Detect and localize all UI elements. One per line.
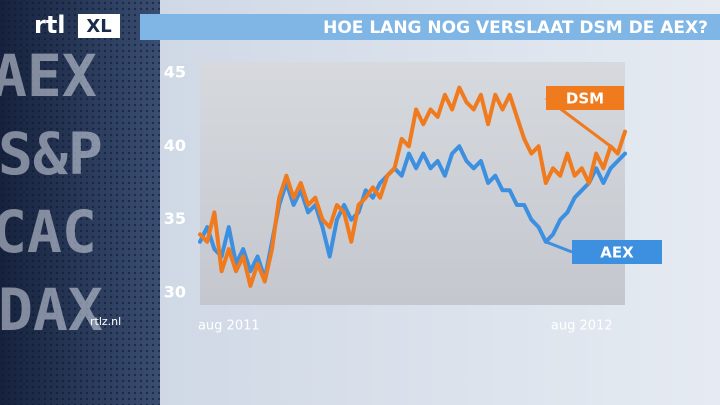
backdrop-ticker: DAX bbox=[0, 276, 103, 344]
logo-text: rtl bbox=[34, 11, 66, 39]
legend-leader bbox=[545, 240, 573, 254]
title-bar bbox=[140, 14, 720, 40]
legend-box bbox=[546, 86, 624, 110]
logo-badge-box bbox=[78, 14, 120, 38]
logo: rtl XL bbox=[34, 11, 120, 39]
watermark: rtlz.nl bbox=[90, 315, 121, 328]
backdrop-ticker: AEX bbox=[0, 42, 97, 110]
led-dots bbox=[0, 0, 160, 405]
x-tick-label: aug 2011 bbox=[198, 319, 260, 334]
y-tick-label: 45 bbox=[164, 62, 186, 81]
x-tick-label: aug 2012 bbox=[551, 319, 613, 334]
series-line bbox=[198, 85, 627, 288]
backdrop-ticker: CAC bbox=[0, 198, 97, 266]
logo-badge: XL bbox=[86, 16, 111, 37]
legend-label: DSM bbox=[566, 90, 604, 108]
y-tick-label: 30 bbox=[164, 283, 186, 302]
chart-title: HOE LANG NOG VERSLAAT DSM DE AEX? bbox=[323, 18, 708, 38]
backdrop-ticker: S&P bbox=[0, 120, 103, 188]
y-tick-label: 40 bbox=[164, 136, 186, 155]
y-tick-label: 35 bbox=[164, 209, 186, 228]
legend-label: AEX bbox=[600, 244, 634, 262]
legend-box bbox=[572, 240, 662, 264]
